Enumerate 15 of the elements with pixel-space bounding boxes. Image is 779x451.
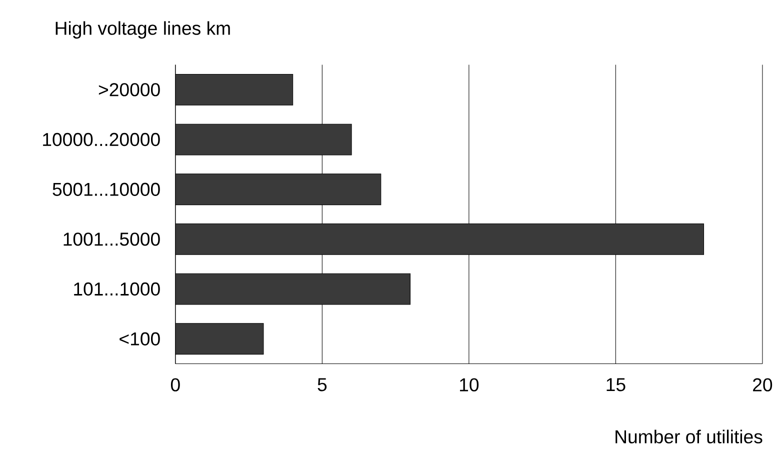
bar — [175, 74, 294, 106]
y-tick-label: <100 — [120, 332, 160, 346]
y-tick-label: 1001...5000 — [64, 232, 160, 246]
x-tick-label: 0 — [170, 378, 180, 392]
x-tick-label: 10 — [460, 378, 479, 392]
x-tick-label: 15 — [606, 378, 626, 391]
y-axis-title: High voltage lines km — [56, 20, 230, 38]
y-tick-label: 10000...20000 — [43, 132, 160, 146]
y-tick-label: 101...1000 — [74, 282, 160, 296]
x-tick-label: 20 — [753, 378, 772, 392]
x-axis-title: Number of utilities — [616, 429, 762, 444]
bar — [175, 322, 264, 354]
x-tick-label: 5 — [318, 378, 327, 391]
y-tick-label: 5001...10000 — [52, 182, 160, 196]
y-tick-label: >20000 — [98, 82, 160, 96]
